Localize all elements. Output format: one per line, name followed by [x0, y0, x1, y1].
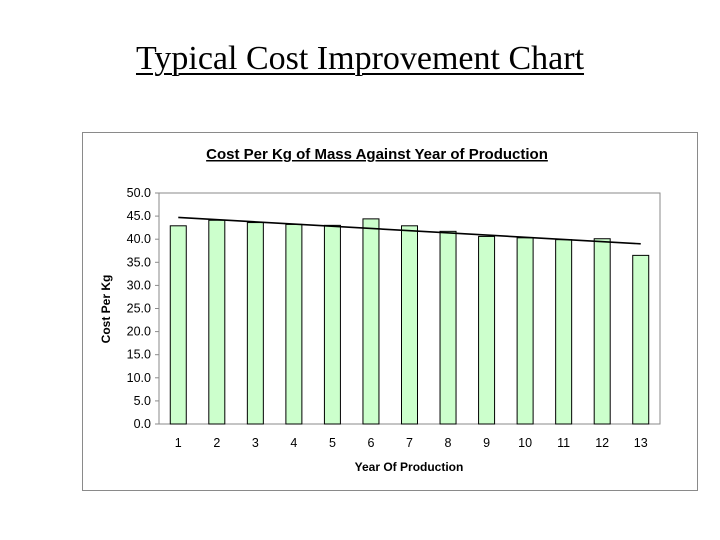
x-tick-label: 5 [329, 436, 336, 450]
y-tick-label: 0.0 [134, 417, 151, 431]
x-tick-label: 1 [175, 436, 182, 450]
bars-group [169, 218, 650, 425]
x-tick-label: 8 [445, 436, 452, 450]
x-tick-label: 4 [290, 436, 297, 450]
x-tick-label: 2 [213, 436, 220, 450]
y-axis-title: Cost Per Kg [99, 275, 113, 344]
slide-title: Typical Cost Improvement Chart [0, 40, 720, 78]
y-tick-label: 35.0 [127, 255, 151, 269]
bar-year-9 [478, 235, 496, 425]
bar-year-5 [323, 224, 341, 425]
bar-year-11 [555, 239, 573, 425]
y-axis-ticks: 0.0 5.0 10.0 15.0 20.0 25.0 30.0 35.0 40.0 45.0 50… [127, 186, 159, 431]
x-tick-label: 12 [595, 436, 609, 450]
bar-year-6 [362, 218, 380, 425]
chart-title: Cost Per Kg of Mass Against Year of Prod… [206, 146, 548, 163]
y-tick-label: 30.0 [127, 278, 151, 292]
y-tick-label: 40.0 [127, 232, 151, 246]
trendline-group [178, 216, 641, 245]
slide-title-text: Typical Cost Improvement Chart [135, 40, 585, 77]
bar-year-7 [401, 225, 418, 425]
x-axis-ticks: 1 2 3 4 5 6 7 8 9 10 11 12 13 [175, 436, 648, 450]
bar-year-1 [169, 225, 187, 425]
bar-year-8 [439, 230, 457, 425]
y-tick-label: 20.0 [127, 325, 151, 339]
y-tick-label: 15.0 [127, 348, 151, 362]
y-tick-label: 50.0 [127, 186, 151, 200]
bar-year-12 [593, 238, 611, 425]
x-tick-label: 3 [252, 436, 259, 450]
y-tick-label: 10.0 [127, 371, 151, 385]
x-tick-label: 6 [367, 436, 374, 450]
x-tick-label: 7 [406, 436, 413, 450]
bar-year-2 [208, 219, 226, 425]
bar-year-3 [246, 222, 264, 425]
y-tick-label: 5.0 [134, 394, 151, 408]
x-tick-label: 10 [518, 436, 532, 450]
x-tick-label: 9 [483, 436, 490, 450]
bar-year-4 [285, 223, 303, 425]
x-axis-title: Year Of Production [355, 460, 464, 474]
y-tick-label: 25.0 [127, 302, 151, 316]
y-tick-label: 45.0 [127, 209, 151, 223]
bar-year-13 [632, 254, 650, 425]
trendline [178, 216, 641, 245]
x-tick-label: 13 [634, 436, 648, 450]
x-tick-label: 11 [557, 436, 570, 450]
bar-year-10 [516, 237, 534, 425]
